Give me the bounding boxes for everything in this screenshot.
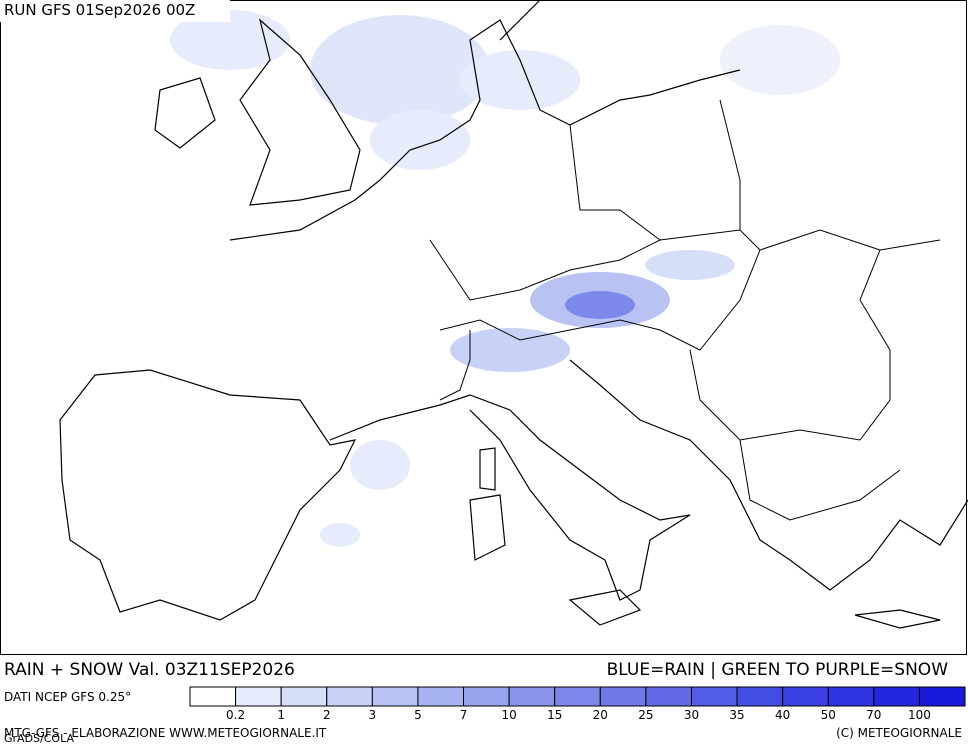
grads: GrADS/COLA bbox=[4, 732, 74, 745]
sardinia bbox=[469, 494, 506, 561]
colorbar-label: 2 bbox=[323, 708, 331, 722]
colorbar-label: 1 bbox=[277, 708, 285, 722]
great-britain bbox=[239, 18, 361, 206]
footer-key: BLUE=RAIN | GREEN TO PURPLE=SNOW bbox=[607, 660, 949, 680]
map-frame bbox=[0, 0, 967, 655]
colorbar-box bbox=[918, 686, 966, 707]
adriatic-coast bbox=[569, 359, 968, 591]
run-label: RUN GFS 01Sep2026 00Z bbox=[4, 1, 195, 19]
colorbar-box bbox=[873, 686, 920, 707]
sicily bbox=[568, 589, 642, 626]
rain-area bbox=[310, 15, 490, 125]
italy bbox=[329, 394, 691, 601]
colorbar-box bbox=[280, 686, 328, 707]
rain-area bbox=[720, 25, 840, 95]
colorbar-box bbox=[508, 686, 556, 707]
colorbar-label: 50 bbox=[821, 708, 836, 722]
crete bbox=[854, 609, 941, 629]
footer-title: RAIN + SNOW Val. 03Z11SEP2026 bbox=[4, 660, 295, 680]
credit: MTG-GFS - ELABORAZIONE WWW.METEOGIORNALE… bbox=[4, 726, 327, 740]
colorbar-label: 5 bbox=[414, 708, 422, 722]
colorbar-box bbox=[690, 686, 738, 707]
rain-area bbox=[450, 328, 570, 372]
colorbar-box bbox=[463, 686, 510, 707]
data-source: DATI NCEP GFS 0.25° bbox=[4, 690, 131, 704]
colorbar-box bbox=[235, 686, 282, 707]
colorbar-box bbox=[326, 686, 373, 707]
colorbar-box bbox=[827, 686, 875, 707]
ireland bbox=[154, 77, 216, 149]
rain-area bbox=[460, 50, 580, 110]
rain-area bbox=[170, 10, 290, 70]
rain-area bbox=[565, 291, 635, 319]
colorbar-box bbox=[189, 686, 237, 707]
colorbar-box bbox=[736, 686, 784, 707]
colorbar-box bbox=[554, 686, 601, 707]
colorbar-label: 10 bbox=[501, 708, 516, 722]
colorbar-label: 15 bbox=[547, 708, 562, 722]
rain-area bbox=[645, 250, 735, 280]
precipitation bbox=[170, 10, 840, 547]
border bbox=[439, 330, 471, 401]
colorbar-label: 40 bbox=[775, 708, 790, 722]
border bbox=[739, 439, 901, 521]
colorbar-label: 35 bbox=[729, 708, 744, 722]
border bbox=[439, 249, 761, 351]
north-coast bbox=[229, 19, 741, 241]
colorbar: 0.2 1 2 3 5 7 10 15 20 25 30 35 40 50 70 100 bbox=[189, 686, 966, 722]
colorbar-box bbox=[371, 686, 419, 707]
rain-area bbox=[320, 523, 360, 547]
coastlines bbox=[59, 0, 968, 629]
copyright: (C) METEOGIORNALE bbox=[836, 726, 962, 740]
denmark bbox=[499, 0, 541, 41]
colorbar-label: 7 bbox=[460, 708, 468, 722]
iberia bbox=[59, 369, 357, 621]
rain-area bbox=[350, 440, 410, 490]
corsica bbox=[479, 447, 496, 491]
border bbox=[689, 249, 891, 441]
colorbar-label: 25 bbox=[638, 708, 653, 722]
colorbar-box bbox=[782, 686, 829, 707]
colorbar-label: 100 bbox=[908, 708, 931, 722]
colorbar-label: 3 bbox=[369, 708, 377, 722]
header-box bbox=[0, 0, 230, 22]
colorbar-label: 30 bbox=[684, 708, 699, 722]
rain-area bbox=[370, 110, 470, 170]
colorbar-box bbox=[599, 686, 647, 707]
colorbar-box bbox=[645, 686, 692, 707]
colorbar-label: 0.2 bbox=[226, 708, 245, 722]
colorbar-label: 70 bbox=[866, 708, 881, 722]
borders bbox=[429, 99, 941, 521]
colorbar-box bbox=[417, 686, 465, 707]
border bbox=[569, 99, 741, 241]
colorbar-label: 20 bbox=[593, 708, 608, 722]
